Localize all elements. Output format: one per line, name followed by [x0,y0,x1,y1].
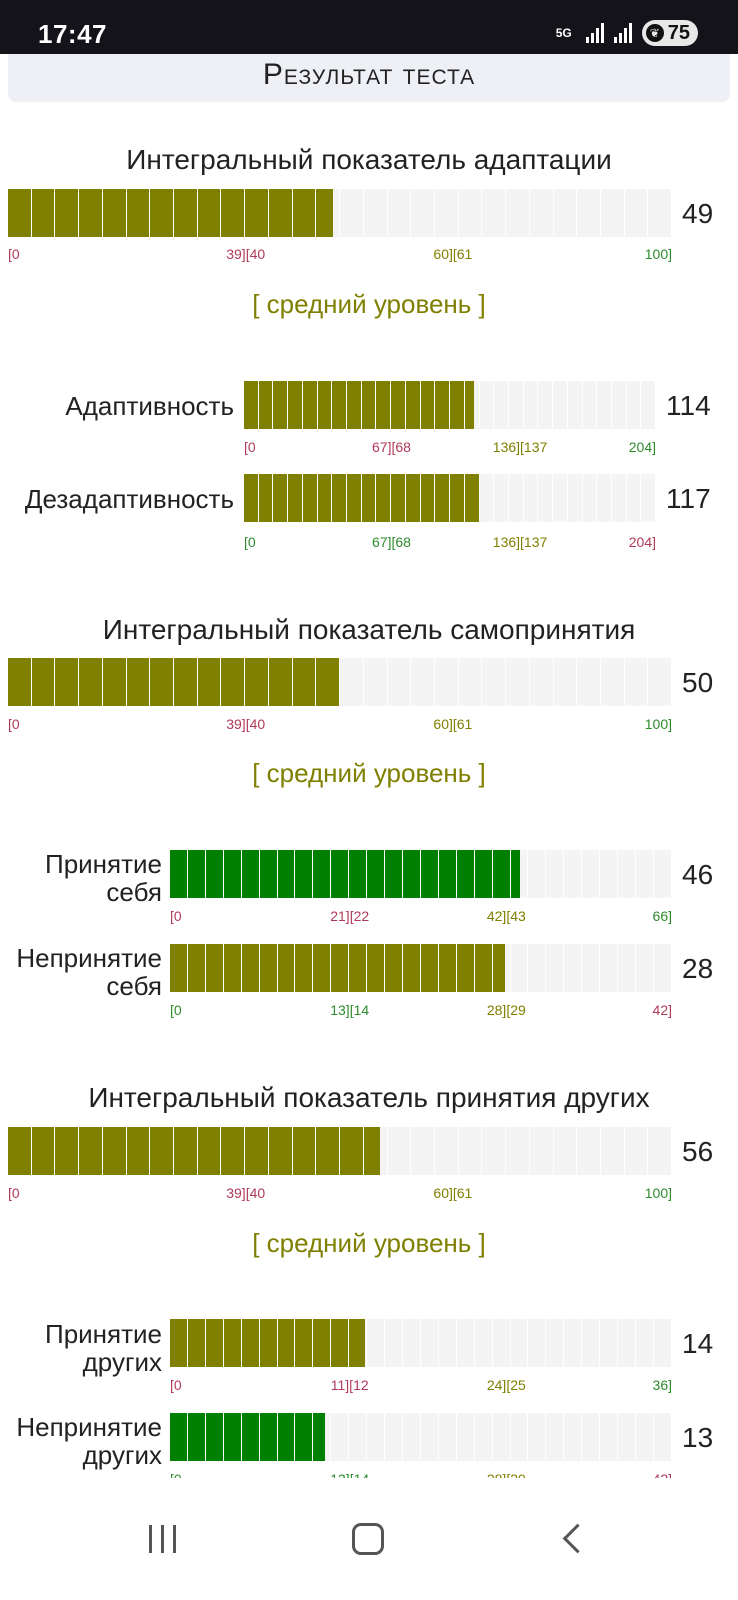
scale-tick-label: 60][61 [433,1185,473,1201]
scale-tick-label: [0 [170,1002,182,1018]
signal-icon [585,23,604,43]
network-5g-icon: 5G [555,26,572,40]
scale-tick-label: 39][40 [226,246,266,262]
scale-tick-label: 60][61 [433,246,473,262]
level-label-adaptation: [ средний уровень ] [252,289,486,319]
back-icon [562,1523,593,1554]
scale-tick-label: 60][61 [433,716,473,732]
score-value-adaptivity: 114 [666,390,711,421]
home-icon [352,1523,384,1555]
score-value-nonaccept-others: 13 [682,1422,714,1453]
bar-fill [170,944,505,992]
scale-tick-label: 100] [644,1185,672,1201]
scale-nonaccept-self: [0 13][14 28][29 42] [170,1002,672,1020]
scale-tick-label: [0 [8,716,20,732]
score-bar-nonaccept-others [170,1413,672,1461]
scale-tick-label: 42] [652,1002,672,1018]
scale-tick-label: 24][25 [486,1377,526,1393]
scale-self-acceptance: [0 39][40 60][61 100] [8,716,672,734]
recent-apps-button[interactable] [132,1514,192,1564]
score-bar-disadaptivity [244,474,656,522]
row-label-adaptivity: Адаптивность [65,391,234,421]
scale-adaptivity: [0 67][68 136][137 204] [244,439,656,457]
bar-fill [244,381,475,429]
scale-tick-label: 67][68 [372,534,411,550]
scale-tick-label: 204] [628,534,656,550]
score-bar-adaptation [8,189,672,237]
row-label-accept-others: Принятие других [45,1319,162,1377]
scale-tick-label: 66] [652,908,672,924]
scale-tick-label: 100] [644,246,672,262]
row-label-nonaccept-self: Непринятие себя [16,943,162,1001]
scale-tick-label: [0 [244,534,256,550]
score-value-accept-others: 14 [682,1328,714,1359]
bar-fill [170,850,520,898]
scale-accept-self: [0 21][22 42][43 66] [170,908,672,926]
scale-tick-label: 204] [628,439,656,455]
battery-saver-icon: ❦ [645,24,664,42]
scale-tick-label: 39][40 [226,1185,266,1201]
signal-icon-2 [613,23,632,43]
score-bar-self-acceptance [8,658,672,706]
row-label-accept-self: Принятие себя [45,849,162,907]
back-button[interactable] [545,1514,605,1564]
row-label-nonaccept-others: Непринятие других [16,1412,162,1470]
scale-tick-label: [0 [170,908,182,924]
navigation-bar [0,1478,738,1600]
scale-tick-label: 42][43 [486,908,526,924]
score-value-disadaptivity: 117 [666,483,711,514]
status-time: 17:47 [38,19,107,49]
scale-tick-label: 67][68 [372,439,411,455]
score-bar-accept-others-integral [8,1127,672,1175]
score-bar-nonaccept-self [170,944,672,992]
scale-tick-label: [0 [8,1185,20,1201]
scale-tick-label: [0 [170,1377,182,1393]
score-value-nonaccept-self: 28 [682,953,714,984]
page-title: Результат теста [262,58,476,91]
scale-tick-label: 136][137 [492,439,548,455]
scale-tick-label: 28][29 [486,1002,526,1018]
score-value-accept-others-integral: 56 [682,1136,714,1167]
scale-tick-label: 11][12 [330,1377,369,1393]
battery-indicator: ❦ 75 [641,20,698,46]
bar-fill [170,1319,366,1367]
scale-tick-label: [0 [8,246,20,262]
score-bar-accept-self [170,850,672,898]
scale-tick-label: 21][22 [330,908,370,924]
section-title-adaptation: Интегральный показатель адаптации [126,144,612,175]
section-title-self-acceptance: Интегральный показатель самопринятия [102,614,636,645]
score-bar-accept-others [170,1319,672,1367]
section-title-accept-others: Интегральный показатель принятия других [88,1082,650,1113]
score-value-accept-self: 46 [682,859,714,890]
score-value-self-acceptance: 50 [682,667,714,698]
battery-level: 75 [667,21,690,44]
scale-tick-label: 36] [652,1377,672,1393]
scale-disadaptivity: [0 67][68 136][137 204] [244,534,656,552]
score-value-adaptation: 49 [682,198,714,229]
scale-tick-label: 136][137 [492,534,548,550]
score-bar-adaptivity [244,381,656,429]
status-icons: 5G ❦ 75 [552,18,698,48]
bar-fill [8,189,334,237]
bar-fill [8,1127,380,1175]
scale-adaptation: [0 39][40 60][61 100] [8,246,672,264]
scale-tick-label: 100] [644,716,672,732]
scale-tick-label: [0 [244,439,256,455]
scale-accept-others-integral: [0 39][40 60][61 100] [8,1185,672,1203]
scale-tick-label: 13][14 [330,1002,370,1018]
scale-tick-label: 39][40 [226,716,266,732]
scale-accept-others: [0 11][12 24][25 36] [170,1377,672,1395]
row-label-disadaptivity: Дезадаптивность [24,484,234,514]
result-header: Результат теста [8,54,730,102]
status-bar: 17:47 5G ❦ 75 [0,0,738,54]
bar-fill [170,1413,326,1461]
level-label-self-acceptance: [ средний уровень ] [252,758,486,788]
bar-fill [244,474,481,522]
home-button[interactable] [338,1514,398,1564]
level-label-accept-others: [ средний уровень ] [252,1228,486,1258]
